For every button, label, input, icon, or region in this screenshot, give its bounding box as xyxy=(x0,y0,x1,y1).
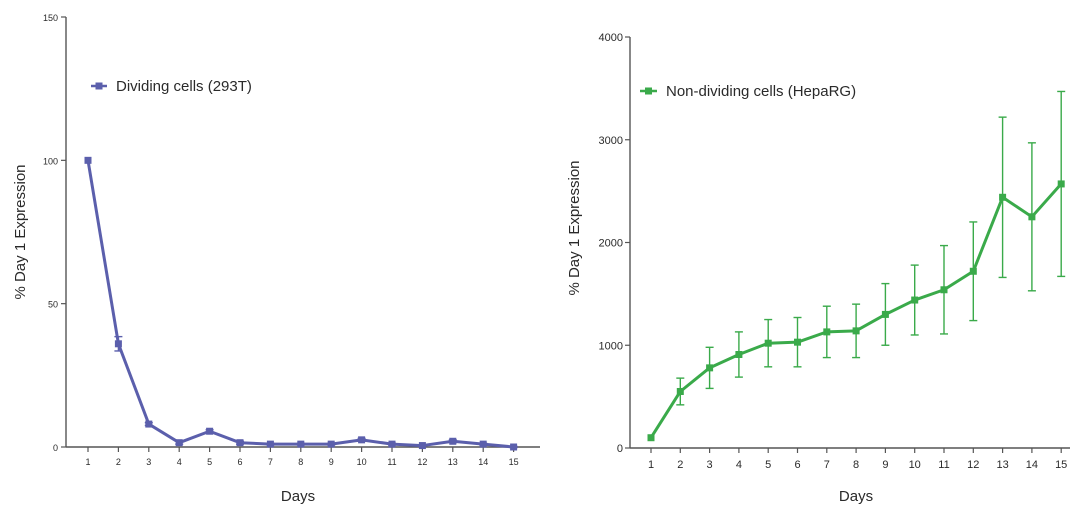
data-point xyxy=(449,437,457,445)
data-point xyxy=(764,339,772,347)
data-point xyxy=(145,420,153,428)
x-tick-label: 13 xyxy=(996,459,1008,471)
data-point xyxy=(388,440,396,448)
x-tick-label: 14 xyxy=(1026,459,1038,471)
x-tick-label: 8 xyxy=(298,457,303,467)
data-point xyxy=(1028,213,1036,221)
data-point xyxy=(969,267,977,275)
x-tick-label: 15 xyxy=(1055,459,1067,471)
y-tick-label: 0 xyxy=(53,443,58,453)
y-tick-label: 1000 xyxy=(599,340,623,352)
data-point xyxy=(418,442,426,450)
y-tick-label: 4000 xyxy=(599,32,623,44)
x-tick-label: 9 xyxy=(882,459,888,471)
x-tick-label: 10 xyxy=(357,457,367,467)
x-tick-label: 12 xyxy=(417,457,427,467)
y-ticks: 0 50 100 150 xyxy=(43,13,66,453)
x-tick-label: 9 xyxy=(329,457,334,467)
x-tick-label: 8 xyxy=(853,459,859,471)
data-point xyxy=(236,439,244,447)
x-tick-label: 4 xyxy=(177,457,182,467)
y-ticks: 0 1000 2000 3000 4000 xyxy=(599,32,630,455)
y-axis-title: % Day 1 Expression xyxy=(12,164,29,299)
x-tick-label: 3 xyxy=(707,459,713,471)
y-tick-label: 0 xyxy=(617,443,623,455)
legend-square-marker xyxy=(95,82,103,90)
data-point xyxy=(358,436,366,444)
x-tick-label: 15 xyxy=(509,457,519,467)
y-axis-title: % Day 1 Expression xyxy=(566,160,583,295)
x-tick-label: 13 xyxy=(448,457,458,467)
x-tick-label: 11 xyxy=(938,459,949,471)
data-point xyxy=(206,427,214,435)
x-tick-label: 6 xyxy=(794,459,800,471)
x-ticks: 1 2 3 4 5 6 7 8 9 10 11 12 13 14 15 xyxy=(648,448,1067,471)
y-tick-label: 100 xyxy=(43,156,58,166)
x-tick-label: 12 xyxy=(967,459,979,471)
y-tick-label: 150 xyxy=(43,13,58,23)
data-point xyxy=(794,338,801,346)
legend-label: Dividing cells (293T) xyxy=(116,78,252,95)
x-tick-label: 5 xyxy=(765,459,771,471)
x-tick-label: 11 xyxy=(387,457,396,467)
legend: Dividing cells (293T) xyxy=(91,78,252,95)
data-point xyxy=(1057,180,1065,188)
y-tick-label: 50 xyxy=(48,300,58,310)
data-point xyxy=(881,310,889,318)
data-point xyxy=(327,440,335,448)
x-tick-label: 3 xyxy=(146,457,151,467)
data-point xyxy=(266,440,274,448)
plot-area xyxy=(647,90,1066,442)
x-tick-label: 14 xyxy=(478,457,488,467)
legend-label: Non-dividing cells (HepaRG) xyxy=(666,83,856,100)
data-point xyxy=(676,387,684,395)
x-axis-title: Days xyxy=(281,488,315,505)
data-point xyxy=(479,440,487,448)
data-point xyxy=(735,350,743,358)
x-tick-label: 6 xyxy=(237,457,242,467)
x-tick-label: 7 xyxy=(824,459,830,471)
x-tick-label: 1 xyxy=(85,457,90,467)
data-point xyxy=(647,434,655,442)
data-point xyxy=(175,439,183,447)
x-ticks: 1 2 3 4 5 6 7 8 9 10 11 12 13 14 15 xyxy=(85,447,519,467)
series-line xyxy=(86,160,514,449)
y-tick-label: 3000 xyxy=(599,135,623,147)
x-tick-label: 1 xyxy=(648,459,654,471)
x-tick-label: 2 xyxy=(677,459,683,471)
x-tick-label: 4 xyxy=(736,459,742,471)
data-point xyxy=(706,364,714,372)
data-point xyxy=(940,286,948,294)
data-point xyxy=(510,443,518,451)
data-point xyxy=(823,328,831,336)
y-tick-label: 2000 xyxy=(599,238,623,250)
plot-area xyxy=(84,156,518,451)
data-point xyxy=(999,193,1007,201)
legend: Non-dividing cells (HepaRG) xyxy=(640,83,856,100)
x-tick-label: 5 xyxy=(207,457,212,467)
data-point xyxy=(84,156,92,164)
x-tick-label: 2 xyxy=(116,457,121,467)
x-axis-title: Days xyxy=(839,488,873,505)
data-point xyxy=(911,296,919,304)
x-tick-label: 7 xyxy=(268,457,273,467)
x-tick-label: 10 xyxy=(909,459,921,471)
data-point xyxy=(852,327,860,335)
legend-square-marker xyxy=(645,87,652,95)
data-point xyxy=(297,440,305,448)
data-point xyxy=(114,340,122,348)
